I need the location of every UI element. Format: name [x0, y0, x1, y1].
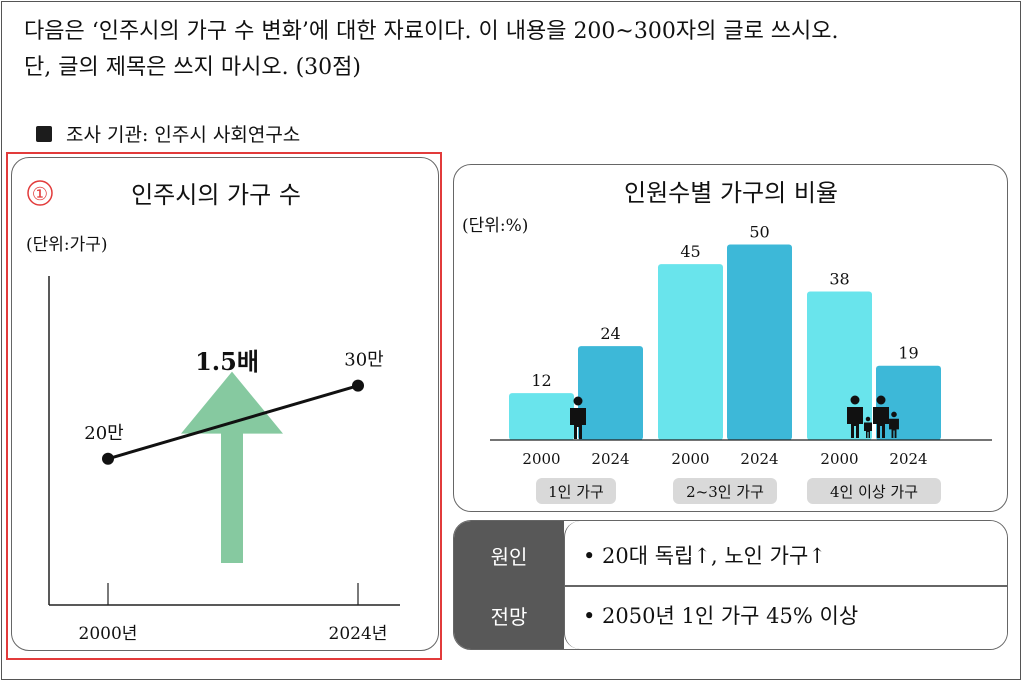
- summary-divider: [565, 585, 1007, 587]
- up-arrow-icon: [181, 371, 283, 563]
- cause-label: 원인: [490, 545, 528, 569]
- chart1-title: 인주시의 가구 수: [131, 181, 301, 209]
- chart1-x-label: 2024년: [329, 624, 388, 644]
- family-icon: [864, 416, 872, 438]
- summary-label-column: 원인 전망: [454, 521, 564, 649]
- chart2-category-label: 2~3인 가구: [686, 483, 764, 501]
- person-icon: [570, 396, 586, 439]
- marker-circle-icon: [27, 180, 53, 206]
- chart2-category-tag: [536, 478, 616, 504]
- chart2-unit: (단위:%): [462, 216, 528, 236]
- chart2-bar: [727, 244, 792, 440]
- household-count-chart: ① 인주시의 가구 수 (단위:가구) 2000년 2024년 20만 30만 1.5배: [26, 180, 400, 644]
- chart2-year-label: 2000: [522, 450, 560, 468]
- chart2-year-label: 2024: [889, 450, 927, 468]
- chart2-data-label: 12: [531, 371, 551, 390]
- chart2-data-label: 38: [829, 269, 849, 288]
- chart2-category-label: 1인 가구: [548, 483, 604, 501]
- outlook-label: 전망: [490, 605, 528, 629]
- chart1-value-label: 30만: [344, 350, 383, 371]
- chart2-bar: [509, 393, 574, 440]
- source-note: 조사 기관: 인주시 사회연구소: [36, 120, 300, 147]
- question-text: 다음은 ‘인주시의 가구 수 변화’에 대한 자료이다. 이 내용을 200~3…: [24, 14, 1014, 86]
- chart2-bar: [578, 346, 643, 440]
- chart1-marker: ①: [32, 184, 48, 205]
- chart1-data-point: [102, 452, 114, 465]
- chart2-year-label: 2000: [820, 450, 858, 468]
- chart1-data-point: [352, 379, 364, 392]
- square-bullet-icon: [36, 125, 52, 142]
- family-icon: [847, 395, 863, 438]
- question-line-2: 단, 글의 제목은 쓰지 마시오. (30점): [24, 55, 361, 80]
- summary-content-column: • 20대 독립↑, 노인 가구↑ • 2050년 1인 가구 45% 이상: [564, 521, 1007, 649]
- household-ratio-chart: 인원수별 가구의 비율 (단위:%) 12 2000 24 2024 1인 가구 45 2000…: [462, 179, 992, 504]
- family-icon: [889, 411, 899, 438]
- family-icon: [873, 395, 889, 438]
- chart2-year-label: 2000: [671, 450, 709, 468]
- chart2-bar: [658, 264, 723, 440]
- chart2-category-label: 4인 이상 가구: [830, 483, 918, 501]
- summary-table: 원인 전망 • 20대 독립↑, 노인 가구↑ • 2050년 1인 가구 45…: [453, 520, 1008, 650]
- question-line-1: 다음은 ‘인주시의 가구 수 변화’에 대한 자료이다. 이 내용을 200~3…: [24, 19, 839, 44]
- chart1-unit: (단위:가구): [26, 235, 108, 255]
- chart1-annotation: 1.5배: [195, 347, 259, 376]
- chart1-value-label: 20만: [84, 423, 123, 444]
- chart2-data-label: 45: [680, 242, 700, 261]
- household-ratio-panel: 인원수별 가구의 비율 (단위:%) 12 2000 24 2024 1인 가구 45 2000…: [453, 164, 1008, 512]
- chart2-data-label: 24: [600, 324, 620, 343]
- chart2-title: 인원수별 가구의 비율: [624, 179, 838, 207]
- chart1-x-label: 2000년: [79, 624, 138, 644]
- chart2-category-tag: [673, 478, 777, 504]
- chart2-year-label: 2024: [740, 450, 778, 468]
- source-label: 조사 기관: 인주시 사회연구소: [66, 124, 301, 146]
- chart2-bar: [876, 365, 941, 440]
- household-count-panel: ① 인주시의 가구 수 (단위:가구) 2000년 2024년 20만 30만 1.5배: [11, 157, 439, 651]
- chart2-data-label: 19: [898, 344, 918, 363]
- outlook-text: • 2050년 1인 가구 45% 이상: [583, 604, 859, 628]
- chart1-series-line: [107, 384, 359, 461]
- highlight-box: [6, 152, 442, 660]
- cause-text: • 20대 독립↑, 노인 가구↑: [583, 544, 826, 568]
- chart2-data-label: 50: [749, 223, 769, 242]
- chart2-category-tag: [807, 478, 941, 504]
- chart2-year-label: 2024: [591, 450, 629, 468]
